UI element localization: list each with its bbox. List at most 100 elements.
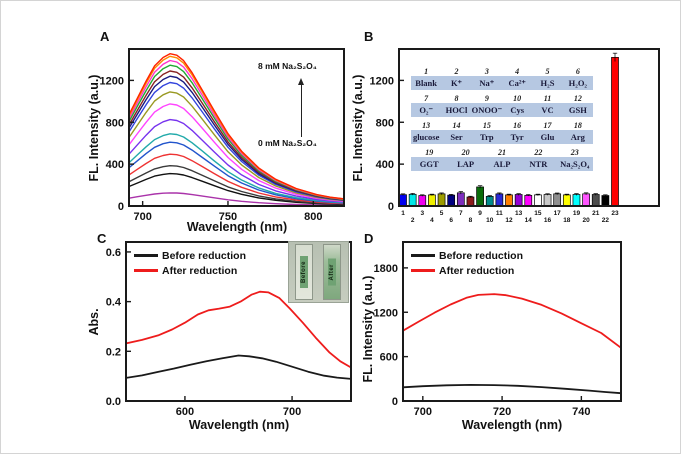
axes-frame [402, 241, 622, 402]
series-6 [128, 118, 345, 203]
inset-label-row: glucose Ser Trp Tyr Glu Arg [411, 130, 593, 144]
bar-21 [591, 194, 600, 207]
inset-label-row: GGT LAP ALP NTR Na₂S₂O₄ [411, 157, 593, 171]
y-tick-label: 1800 [374, 263, 398, 275]
inset-number: 22 [534, 148, 543, 157]
bar-4 [428, 194, 436, 207]
bar-tick-label: 8 [469, 217, 473, 224]
legend-entry-before: Before reduction [134, 248, 246, 263]
bar-18 [562, 194, 571, 207]
inset-number: 12 [573, 94, 582, 103]
y-tick-label: 0 [392, 396, 398, 408]
bar-12 [505, 194, 513, 207]
inset-analyte: glucose [412, 132, 440, 142]
y-tick-label: 0 [118, 201, 124, 213]
inset-number: 17 [543, 121, 552, 130]
y-tick-label: 800 [376, 117, 394, 129]
inset-number: 5 [545, 67, 550, 76]
bar-tick-label: 13 [515, 210, 523, 217]
y-tick-label: 400 [376, 159, 394, 171]
series-3 [128, 153, 345, 205]
inset-analyte: Trp [480, 132, 494, 142]
inset-analyte: Blank [415, 78, 438, 88]
inset-analyte: Na₂S₂O₄ [560, 159, 590, 169]
legend-entry-after: After reduction [411, 263, 523, 278]
inset-number: 9 [484, 94, 489, 103]
inset-number: 14 [452, 121, 461, 130]
series-before-reduction [402, 383, 622, 395]
axes-frame [128, 48, 345, 207]
cuvette-photo: Before After [288, 241, 349, 303]
x-tick-label: 700 [283, 406, 301, 418]
series-after-reduction [402, 293, 622, 349]
bar-tick-label: 9 [478, 210, 482, 217]
panel-c-xlabel: Wavelength (nm) [188, 418, 290, 432]
up-arrow-icon [298, 78, 304, 85]
panel-a-letter: A [100, 29, 110, 44]
bar-22 [601, 195, 610, 207]
bar-23 [611, 57, 619, 207]
inset-analyte: O₂⁻ [419, 104, 433, 115]
panel-a-plot: 700 750 800 0 400 800 1200 [93, 41, 356, 237]
legend-entry-before: Before reduction [411, 248, 523, 263]
inset-number: 19 [425, 148, 434, 157]
y-tick-label: 600 [380, 352, 398, 364]
inset-number: 10 [513, 94, 522, 103]
panel-c-plot: 600 700 0.0 0.2 0.4 0.6 [90, 234, 363, 432]
inset-number: 7 [424, 94, 429, 103]
series-2 [128, 164, 345, 205]
panel-d-plot: 700 720 740 0 600 1200 1800 [367, 234, 633, 432]
inset-analyte: Arg [570, 132, 585, 142]
bar-tick-label: 17 [554, 210, 562, 217]
bar-13 [514, 194, 523, 207]
bar-7 [456, 192, 465, 207]
y-tick-label: 800 [106, 117, 124, 129]
inset-analyte: ALP [493, 159, 511, 169]
legend-line-after [134, 269, 158, 272]
y-tick-label: 0.4 [106, 297, 122, 309]
inset-analyte: GGT [419, 159, 439, 169]
y-tick-label: 1200 [370, 75, 394, 87]
y-tick-label: 400 [106, 159, 124, 171]
bar-tick-label: 7 [459, 210, 463, 217]
inset-analyte: NTR [529, 159, 548, 169]
series-0 [128, 192, 345, 207]
inset-number: 13 [422, 121, 431, 130]
inset-analyte: GSH [568, 105, 587, 115]
legend-line-after [411, 269, 435, 272]
bar-19 [572, 194, 581, 207]
bar-20 [582, 193, 590, 207]
inset-number: 3 [484, 67, 489, 76]
x-tick-label: 800 [304, 211, 322, 223]
inset-analyte: LAP [457, 159, 475, 169]
legend-line-before [411, 254, 435, 257]
inset-number-row: 7 8 9 10 11 12 [411, 91, 593, 103]
x-tick-label: 750 [219, 211, 237, 223]
bar-tick-label: 12 [505, 217, 513, 224]
axes-frame [125, 241, 352, 402]
bar-tick-label: 23 [611, 210, 619, 217]
series-1 [128, 172, 345, 206]
panel-d-xlabel: Wavelength (nm) [461, 418, 563, 432]
bar-16 [543, 194, 552, 207]
series-4 [128, 141, 345, 204]
bar-11 [495, 193, 504, 207]
legend-label-after: After reduction [162, 264, 238, 277]
panel-a-annotation-low-conc: 0 mM Na₂S₂O₄ [258, 138, 317, 148]
x-tick-label: 700 [133, 211, 151, 223]
bar-2 [408, 193, 417, 207]
inset-number: 11 [543, 94, 552, 103]
series-5 [128, 133, 345, 204]
inset-number: 2 [454, 67, 459, 76]
inset-analyte: H₂O₂ [568, 78, 587, 88]
inset-label-row: Blank K⁺ Na⁺ Ca²⁺ H₂S H₂O₂ [411, 76, 593, 90]
inset-number: 18 [573, 121, 582, 130]
bar-tick-label: 2 [411, 217, 415, 224]
series-after-reduction [125, 290, 352, 369]
inset-analyte: Ser [450, 132, 463, 142]
analyte-legend-table: 1 2 3 4 5 6 Blank K⁺ Na⁺ Ca²⁺ H₂S H₂O₂ 7 8 9 10 11 12 O₂⁻ H… [411, 64, 593, 172]
legend-label-before: Before reduction [439, 249, 524, 262]
inset-analyte: HOCl [445, 105, 468, 115]
bar-tick-label: 16 [544, 217, 552, 224]
bar-tick-label: 10 [486, 217, 494, 224]
